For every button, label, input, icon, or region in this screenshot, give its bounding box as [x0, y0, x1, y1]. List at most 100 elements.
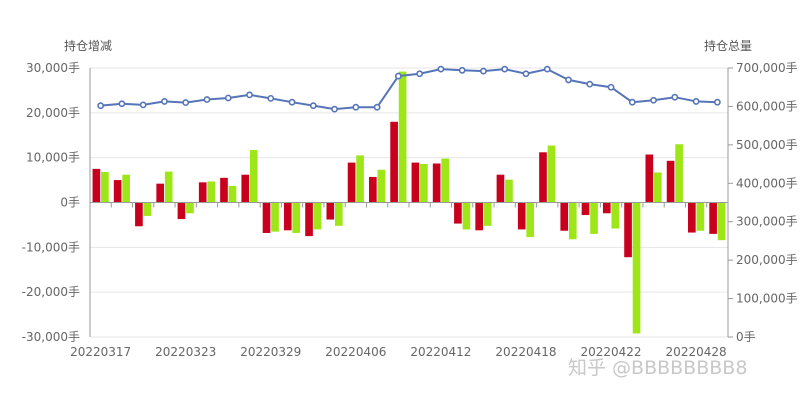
bar-green-20220407: [377, 169, 386, 203]
y-left-tick-label: 0手: [60, 196, 80, 210]
bar-green-20220318: [122, 174, 130, 203]
left-axis-title: 持仓增减: [64, 38, 112, 53]
line-point-20220407: [373, 103, 381, 111]
line-point-20220317: [97, 102, 105, 110]
bar-green-20220328: [249, 150, 258, 203]
bar-red-20220415: [496, 174, 505, 203]
line-point-20220406: [352, 103, 360, 111]
y-left-tick-label: -30,000手: [22, 330, 80, 344]
line-point-20220414: [480, 67, 487, 75]
line-point-20220408: [394, 72, 402, 80]
line-series: [97, 65, 721, 113]
line-point-20220325: [224, 94, 232, 102]
line-point-20220411: [416, 70, 424, 78]
y-right-tick-label: 100,000手: [736, 292, 798, 306]
y-right-tick-label: 300,000手: [736, 215, 798, 229]
bar-red-20220317: [92, 168, 101, 203]
bar-red-20220414: [475, 202, 484, 231]
bar-green-20220411: [420, 163, 428, 203]
bar-green-20220420: [568, 202, 577, 240]
line-point-20220428: [692, 98, 700, 105]
bar-red-20220328: [241, 174, 250, 203]
bar-red-20220420: [560, 202, 569, 231]
bar-red-20220322: [156, 183, 165, 203]
line-point-20220429: [713, 98, 721, 106]
bar-red-20220412: [432, 163, 441, 203]
bar-green-20220412: [441, 158, 449, 203]
bar-green-20220419: [547, 145, 556, 203]
bar-green-20220324: [207, 181, 216, 203]
bar-green-20220427: [675, 144, 683, 203]
line-point-20220426: [650, 96, 657, 104]
bar-red-20220408: [390, 121, 398, 203]
x-tick-label: 20220412: [410, 345, 471, 359]
x-tick-label: 20220422: [580, 345, 641, 359]
bar-green-20220422: [611, 202, 620, 229]
bar-series: [92, 71, 726, 334]
bar-red-20220421: [581, 202, 590, 216]
bar-red-20220413: [454, 202, 462, 224]
axes: 30,000手 20,000手 10,000手 0手 -10,000手 -20,000手 -…: [22, 61, 798, 359]
line-point-20220427: [671, 93, 679, 101]
bar-red-20220401: [326, 202, 335, 220]
line-point-20220401: [331, 105, 338, 113]
y-left-tick-label: -10,000手: [22, 240, 80, 254]
bar-green-20220421: [590, 202, 598, 234]
bar-green-20220406: [356, 155, 364, 203]
bar-red-20220330: [283, 202, 292, 231]
bar-red-20220426: [645, 154, 654, 203]
bar-green-20220317: [101, 172, 109, 203]
line-point-20220330: [288, 98, 296, 106]
bar-red-20220419: [539, 152, 547, 203]
y-right-tick-label: 200,000手: [736, 253, 798, 267]
line-point-20220420: [565, 76, 572, 84]
x-tick-label: 20220406: [325, 345, 386, 359]
bar-red-20220318: [113, 180, 122, 203]
bar-red-20220422: [602, 202, 611, 214]
y-right-tick-label: 500,000手: [736, 138, 798, 152]
line-point-20220413: [458, 66, 466, 74]
line-point-20220321: [139, 101, 147, 109]
bar-green-20220325: [228, 185, 237, 203]
bar-red-20220418: [517, 202, 526, 230]
bar-red-20220406: [347, 162, 356, 203]
y-left-tick-label: 20,000手: [26, 106, 80, 120]
bar-green-20220428: [696, 202, 705, 231]
right-axis-title: 持仓总量: [704, 38, 752, 53]
bar-red-20220325: [220, 177, 228, 203]
bar-green-20220322: [164, 171, 173, 203]
x-tick-label: 20220323: [155, 345, 216, 359]
line-point-20220415: [501, 65, 509, 73]
y-left-tick-label: -20,000手: [22, 285, 80, 299]
bar-red-20220324: [198, 182, 207, 203]
bar-green-20220330: [292, 202, 301, 233]
bar-green-20220323: [186, 202, 194, 214]
bar-red-20220427: [666, 160, 675, 203]
line-point-20220425: [628, 98, 636, 106]
bar-green-20220414: [483, 202, 492, 226]
bar-red-20220329: [262, 202, 271, 233]
x-tick-label: 20220428: [666, 345, 727, 359]
line-point-20220328: [246, 91, 253, 99]
bar-green-20220415: [505, 179, 513, 203]
total-position-line: [100, 68, 718, 111]
x-tick-label: 20220329: [240, 345, 301, 359]
bar-red-20220321: [135, 202, 143, 227]
bar-green-20220401: [334, 202, 343, 226]
bar-red-20220425: [624, 202, 632, 258]
watermark: 知乎 @BBBBBBBB8: [568, 357, 747, 379]
line-point-20220418: [522, 70, 530, 78]
line-point-20220419: [543, 65, 551, 73]
x-tick-label: 20220317: [70, 345, 131, 359]
bar-green-20220408: [398, 71, 407, 203]
bar-red-20220407: [369, 176, 377, 203]
y-right-tick-label: 0手: [736, 330, 756, 344]
bar-green-20220426: [653, 172, 662, 203]
bar-red-20220428: [688, 202, 696, 233]
line-point-20220421: [586, 80, 594, 88]
bar-red-20220331: [305, 202, 313, 237]
y-right-tick-label: 400,000手: [736, 176, 798, 190]
y-left-tick-label: 10,000手: [26, 151, 80, 165]
